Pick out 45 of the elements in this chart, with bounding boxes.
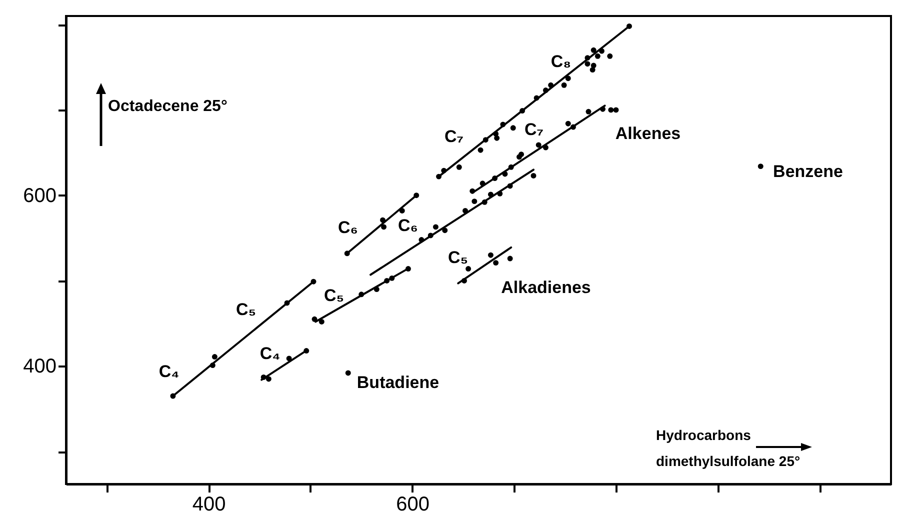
point — [561, 82, 567, 88]
annotation: Alkadienes — [501, 278, 591, 297]
point — [530, 172, 536, 178]
point — [565, 76, 571, 82]
point — [565, 120, 571, 126]
annotation: C₇ — [444, 127, 464, 146]
annotation: C₅ — [236, 300, 256, 319]
point — [488, 252, 494, 258]
annotation: C₆ — [398, 216, 418, 235]
point — [466, 266, 472, 272]
annotation: C₅ — [448, 248, 468, 267]
annotation: C₄ — [260, 344, 280, 363]
point — [607, 53, 613, 59]
annotation: Benzene — [773, 162, 843, 181]
point — [518, 152, 524, 158]
annotation: C₆ — [338, 218, 358, 237]
annotation: C₄ — [158, 362, 180, 381]
annotation: Alkenes — [615, 124, 681, 143]
point — [584, 61, 590, 67]
point — [456, 164, 462, 170]
point — [586, 108, 592, 114]
point — [590, 47, 596, 53]
point — [608, 107, 614, 113]
point — [536, 142, 542, 148]
y-axis-title: Octadecene 25° — [108, 98, 228, 115]
point — [266, 376, 272, 382]
annotation: C₇ — [524, 120, 544, 139]
point — [345, 370, 351, 376]
annotation: C₈ — [550, 52, 572, 71]
point — [758, 164, 764, 170]
point — [594, 53, 600, 59]
annotation: C₅ — [324, 286, 344, 305]
point — [590, 67, 596, 73]
point — [381, 224, 387, 230]
point — [613, 107, 619, 113]
point — [432, 224, 438, 230]
point — [472, 198, 478, 204]
point — [318, 319, 324, 324]
point — [507, 256, 513, 262]
point — [493, 260, 499, 266]
annotation: Butadiene — [356, 373, 440, 392]
point — [510, 125, 516, 131]
point — [212, 354, 218, 360]
x-axis-title: Hydrocarbons dimethylsulfolane 25° — [656, 427, 800, 469]
point — [478, 147, 484, 153]
